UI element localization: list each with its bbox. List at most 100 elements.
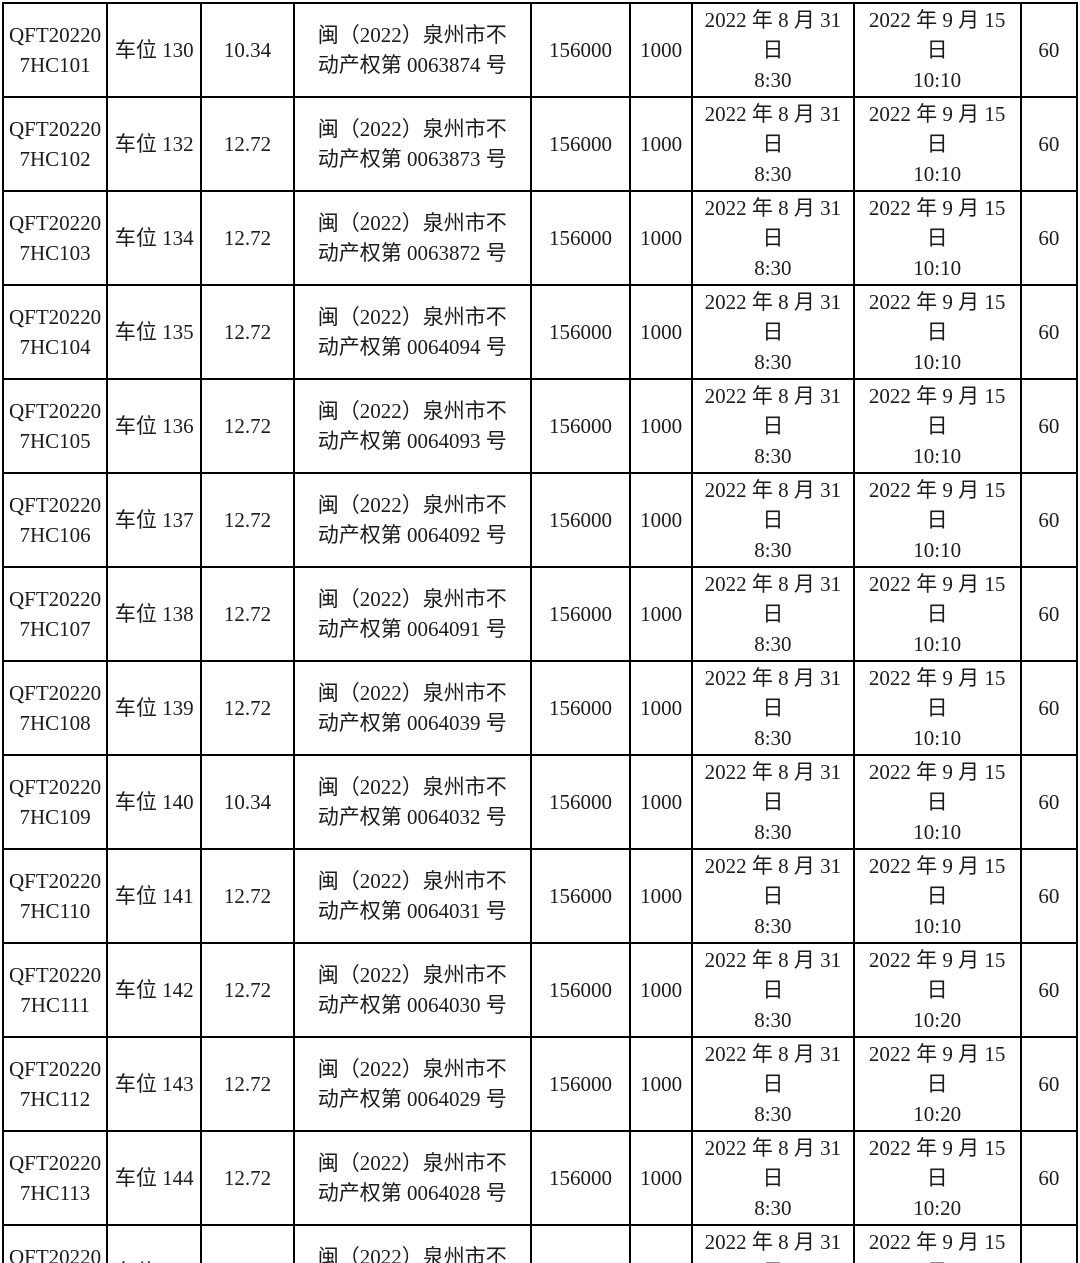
cell-bid-increment: 1000 [629,472,694,568]
cell-auction-start-time: 2022 年 8 月 31 日 8:30 [691,848,855,944]
table-row: QFT20220 7HC108 车位 139 12.72 闽（2022）泉州市不… [1,660,1079,756]
table-row: QFT20220 7HC101 车位 130 10.34 闽（2022）泉州市不… [1,2,1079,98]
cell-bid-increment: 1000 [629,378,694,474]
cell-parking-space-name: 车位 130 [106,2,203,98]
cell-delay-cycle: 60 [1019,190,1079,286]
cell-property-certificate-no: 闽（2022）泉州市不 动产权第 0064094 号 [292,284,532,380]
cell-parking-space-name: 车位 140 [106,754,203,850]
cell-auction-end-time: 2022 年 9 月 15 日 10:20 [852,1224,1022,1263]
cell-delay-cycle: 60 [1019,96,1079,192]
cell-auction-end-time: 2022 年 9 月 15 日 10:10 [852,96,1022,192]
cell-area-sqm: 12.72 [200,96,295,192]
cell-auction-end-time: 2022 年 9 月 15 日 10:20 [852,1036,1022,1132]
cell-area-sqm: 12.72 [200,472,295,568]
cell-bid-increment: 1000 [629,848,694,944]
cell-starting-price: 156000 [529,472,632,568]
cell-listing-code: QFT20220 7HC113 [1,1130,109,1226]
cell-bid-increment: 1000 [629,942,694,1038]
cell-auction-start-time: 2022 年 8 月 31 日 8:30 [691,1130,855,1226]
cell-delay-cycle: 60 [1019,848,1079,944]
cell-auction-end-time: 2022 年 9 月 15 日 10:10 [852,754,1022,850]
cell-auction-start-time: 2022 年 8 月 31 日 8:30 [691,2,855,98]
cell-area-sqm: 12.72 [200,1130,295,1226]
cell-area-sqm: 12.72 [200,1036,295,1132]
cell-bid-increment: 1000 [629,2,694,98]
cell-parking-space-name: 车位 134 [106,190,203,286]
cell-starting-price: 156000 [529,942,632,1038]
cell-listing-code: QFT20220 7HC107 [1,566,109,662]
cell-auction-end-time: 2022 年 9 月 15 日 10:10 [852,284,1022,380]
cell-property-certificate-no: 闽（2022）泉州市不 动产权第 0064092 号 [292,472,532,568]
cell-listing-code: QFT20220 7HC103 [1,190,109,286]
table-row: QFT20220 7HC109 车位 140 10.34 闽（2022）泉州市不… [1,754,1079,850]
cell-delay-cycle: 60 [1019,472,1079,568]
cell-parking-space-name: 车位 141 [106,848,203,944]
cell-delay-cycle: 60 [1019,566,1079,662]
cell-auction-start-time: 2022 年 8 月 31 日 8:30 [691,754,855,850]
table-row: QFT20220 7HC113 车位 144 12.72 闽（2022）泉州市不… [1,1130,1079,1226]
cell-auction-end-time: 2022 年 9 月 15 日 10:20 [852,942,1022,1038]
cell-starting-price: 156000 [529,190,632,286]
cell-auction-start-time: 2022 年 8 月 31 日 8:30 [691,942,855,1038]
cell-parking-space-name: 车位 142 [106,942,203,1038]
cell-delay-cycle: 60 [1019,284,1079,380]
table-row: QFT20220 7HC111 车位 142 12.72 闽（2022）泉州市不… [1,942,1079,1038]
cell-parking-space-name: 车位 136 [106,378,203,474]
cell-area-sqm: 12.72 [200,848,295,944]
cell-listing-code: QFT20220 7HC112 [1,1036,109,1132]
table-row: QFT20220 7HC114 车位 145 12.72 闽（2022）泉州市不… [1,1224,1079,1263]
table-row: QFT20220 7HC103 车位 134 12.72 闽（2022）泉州市不… [1,190,1079,286]
cell-starting-price: 156000 [529,566,632,662]
cell-auction-start-time: 2022 年 8 月 31 日 8:30 [691,472,855,568]
cell-auction-end-time: 2022 年 9 月 15 日 10:10 [852,660,1022,756]
cell-parking-space-name: 车位 143 [106,1036,203,1132]
cell-parking-space-name: 车位 139 [106,660,203,756]
table-row: QFT20220 7HC110 车位 141 12.72 闽（2022）泉州市不… [1,848,1079,944]
cell-starting-price: 156000 [529,1036,632,1132]
cell-bid-increment: 1000 [629,96,694,192]
table-row: QFT20220 7HC104 车位 135 12.72 闽（2022）泉州市不… [1,284,1079,380]
cell-auction-start-time: 2022 年 8 月 31 日 8:30 [691,566,855,662]
cell-parking-space-name: 车位 135 [106,284,203,380]
cell-area-sqm: 10.34 [200,754,295,850]
cell-property-certificate-no: 闽（2022）泉州市不 动产权第 0064029 号 [292,1036,532,1132]
cell-property-certificate-no: 闽（2022）泉州市不 动产权第 0063873 号 [292,96,532,192]
cell-listing-code: QFT20220 7HC108 [1,660,109,756]
cell-listing-code: QFT20220 7HC106 [1,472,109,568]
cell-auction-end-time: 2022 年 9 月 15 日 10:10 [852,190,1022,286]
cell-auction-end-time: 2022 年 9 月 15 日 10:10 [852,378,1022,474]
cell-listing-code: QFT20220 7HC105 [1,378,109,474]
cell-listing-code: QFT20220 7HC110 [1,848,109,944]
cell-property-certificate-no: 闽（2022）泉州市不 动产权第 0064030 号 [292,942,532,1038]
cell-area-sqm: 10.34 [200,2,295,98]
cell-bid-increment: 1000 [629,1224,694,1263]
cell-delay-cycle: 60 [1019,1130,1079,1226]
cell-area-sqm: 12.72 [200,378,295,474]
table-row: QFT20220 7HC102 车位 132 12.72 闽（2022）泉州市不… [1,96,1079,192]
cell-delay-cycle: 60 [1019,660,1079,756]
cell-auction-end-time: 2022 年 9 月 15 日 10:10 [852,2,1022,98]
cell-delay-cycle: 60 [1019,942,1079,1038]
cell-delay-cycle: 60 [1019,1224,1079,1263]
cell-auction-start-time: 2022 年 8 月 31 日 8:30 [691,96,855,192]
cell-delay-cycle: 60 [1019,2,1079,98]
cell-property-certificate-no: 闽（2022）泉州市不 动产权第 0063872 号 [292,190,532,286]
cell-property-certificate-no: 闽（2022）泉州市不 动产权第 0063874 号 [292,2,532,98]
cell-parking-space-name: 车位 138 [106,566,203,662]
cell-starting-price: 156000 [529,848,632,944]
cell-auction-start-time: 2022 年 8 月 31 日 8:30 [691,1036,855,1132]
cell-area-sqm: 12.72 [200,942,295,1038]
cell-listing-code: QFT20220 7HC109 [1,754,109,850]
cell-listing-code: QFT20220 7HC104 [1,284,109,380]
cell-auction-end-time: 2022 年 9 月 15 日 10:10 [852,566,1022,662]
cell-bid-increment: 1000 [629,660,694,756]
cell-delay-cycle: 60 [1019,378,1079,474]
cell-starting-price: 156000 [529,96,632,192]
cell-auction-start-time: 2022 年 8 月 31 日 8:30 [691,284,855,380]
cell-area-sqm: 12.72 [200,190,295,286]
cell-bid-increment: 1000 [629,754,694,850]
cell-property-certificate-no: 闽（2022）泉州市不 动产权第 0064031 号 [292,848,532,944]
